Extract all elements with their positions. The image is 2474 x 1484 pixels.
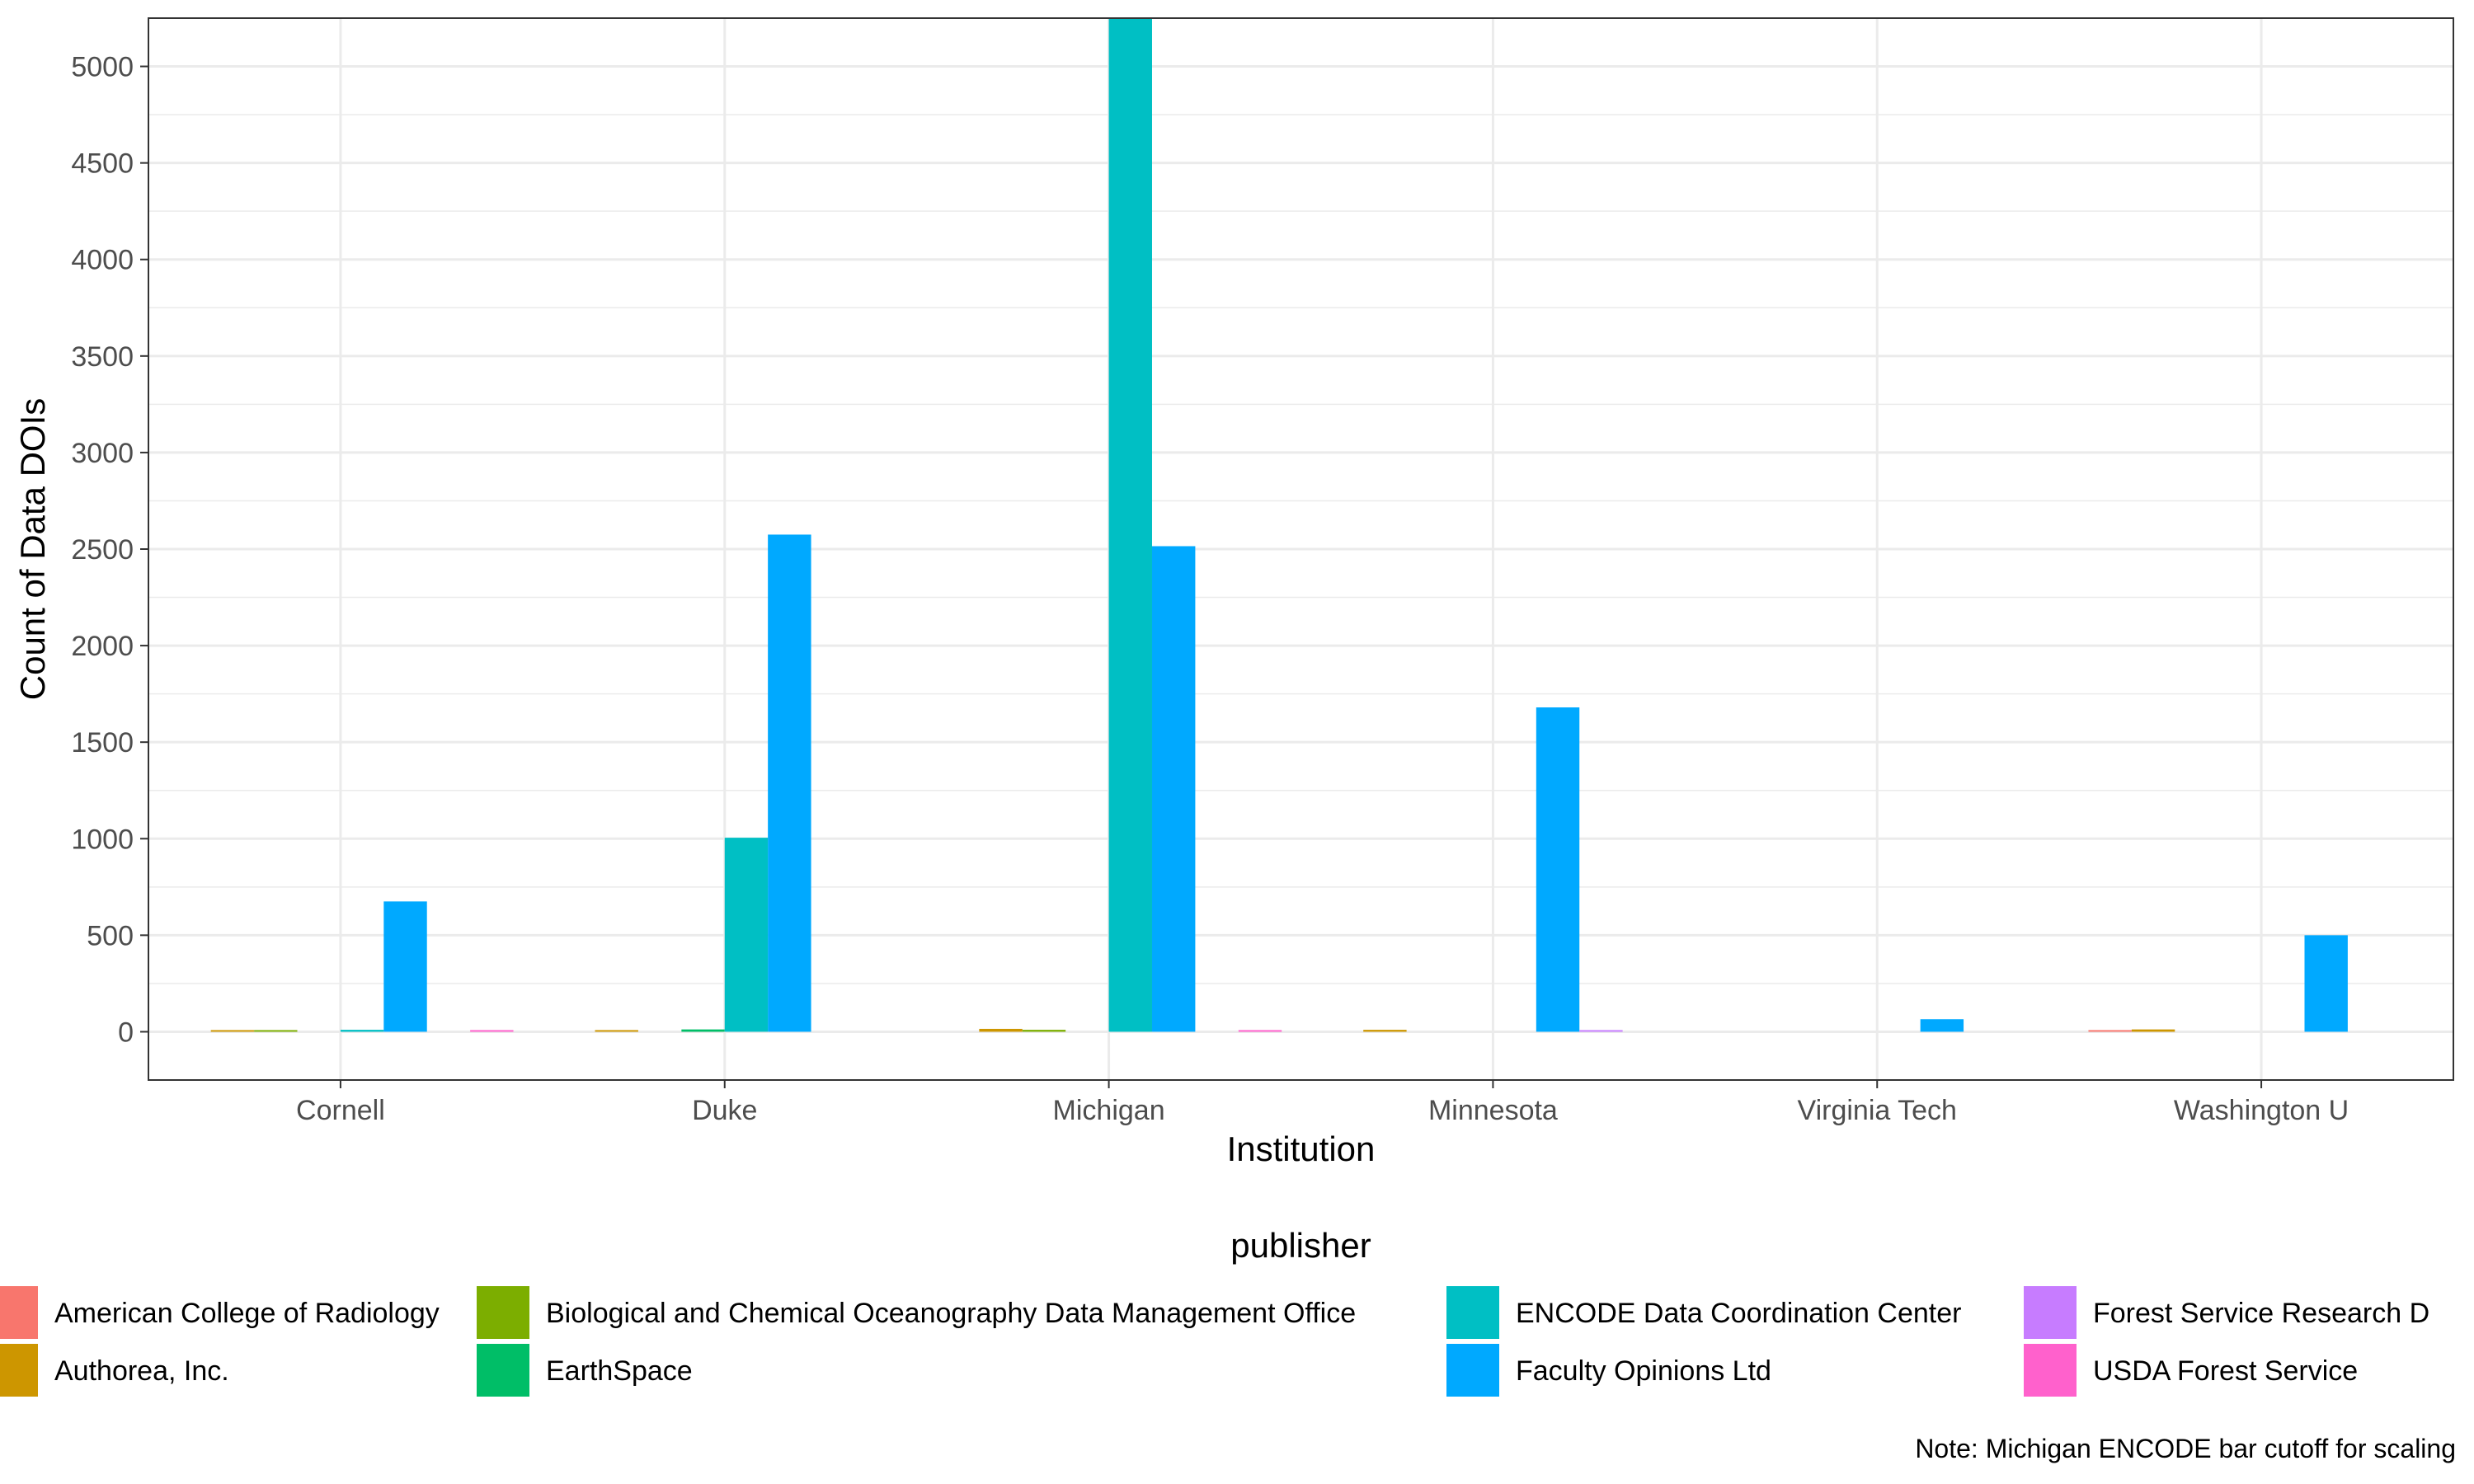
y-axis: 0 500 1000 1500 2000 2500 3000 3500 4000 4500 5000 [71,52,148,1048]
bar [724,838,769,1032]
legend-swatch [2024,1286,2077,1339]
y-tick-label: 3500 [71,341,134,373]
y-axis-title: Count of Data DOIs [13,398,52,701]
bar [1108,18,1152,1032]
bar [1363,1030,1407,1032]
legend-label: American College of Radiology [54,1298,440,1329]
bar [1536,707,1580,1032]
bar [1151,546,1196,1032]
bar [1238,1030,1282,1032]
x-axis-title: Institution [1227,1129,1376,1168]
y-tick-label: 4500 [71,148,134,180]
caption-note: Note: Michigan ENCODE bar cutoff for sca… [1915,1434,2456,1463]
legend-title: publisher [1230,1226,1371,1265]
x-axis: Cornell Duke Michigan Minnesota Virginia Tec… [296,1080,2349,1126]
legend-swatch [0,1344,38,1397]
legend: American College of Radiology Biological … [0,1286,2429,1397]
bar [2304,935,2348,1032]
x-tick-label: Duke [692,1095,757,1126]
legend-swatch [1446,1344,1499,1397]
legend-label: ENCODE Data Coordination Center [1516,1298,1961,1329]
x-tick-label: Minnesota [1428,1095,1558,1126]
bar [340,1030,384,1032]
x-tick-label: Cornell [296,1095,385,1126]
legend-label: Biological and Chemical Oceanography Dat… [546,1298,1356,1329]
y-tick-label: 2000 [71,631,134,662]
legend-label: Faculty Opinions Ltd [1516,1355,1771,1387]
legend-label: USDA Forest Service [2093,1355,2358,1387]
bar [595,1030,638,1032]
bar [979,1028,1023,1032]
bar [254,1030,298,1032]
legend-label: Authorea, Inc. [54,1355,229,1387]
y-tick-label: 0 [118,1017,134,1048]
x-tick-label: Washington U [2174,1095,2349,1126]
x-tick-label: Virginia Tech [1798,1095,1957,1126]
x-tick-label: Michigan [1053,1095,1165,1126]
legend-swatch [477,1286,529,1339]
y-tick-label: 3000 [71,438,134,469]
y-tick-label: 1500 [71,727,134,758]
bar [470,1030,514,1032]
legend-swatch [0,1286,38,1339]
bar [383,901,427,1032]
legend-swatch [477,1344,529,1397]
legend-label: Forest Service Research D [2093,1298,2429,1329]
y-tick-label: 4000 [71,245,134,276]
legend-swatch [1446,1286,1499,1339]
bar [2131,1029,2175,1032]
bar [210,1030,255,1032]
bar [2088,1030,2132,1032]
bars [210,18,2348,1032]
y-tick-label: 5000 [71,52,134,83]
bar [1920,1019,1964,1032]
bar [1579,1030,1623,1032]
y-tick-label: 2500 [71,534,134,566]
legend-swatch [2024,1344,2077,1397]
y-tick-label: 500 [87,920,134,951]
bar [768,534,811,1032]
grid [148,17,2453,1081]
y-tick-label: 1000 [71,824,134,855]
bar [681,1029,725,1032]
bar [1022,1030,1066,1032]
legend-label: EarthSpace [546,1355,693,1387]
